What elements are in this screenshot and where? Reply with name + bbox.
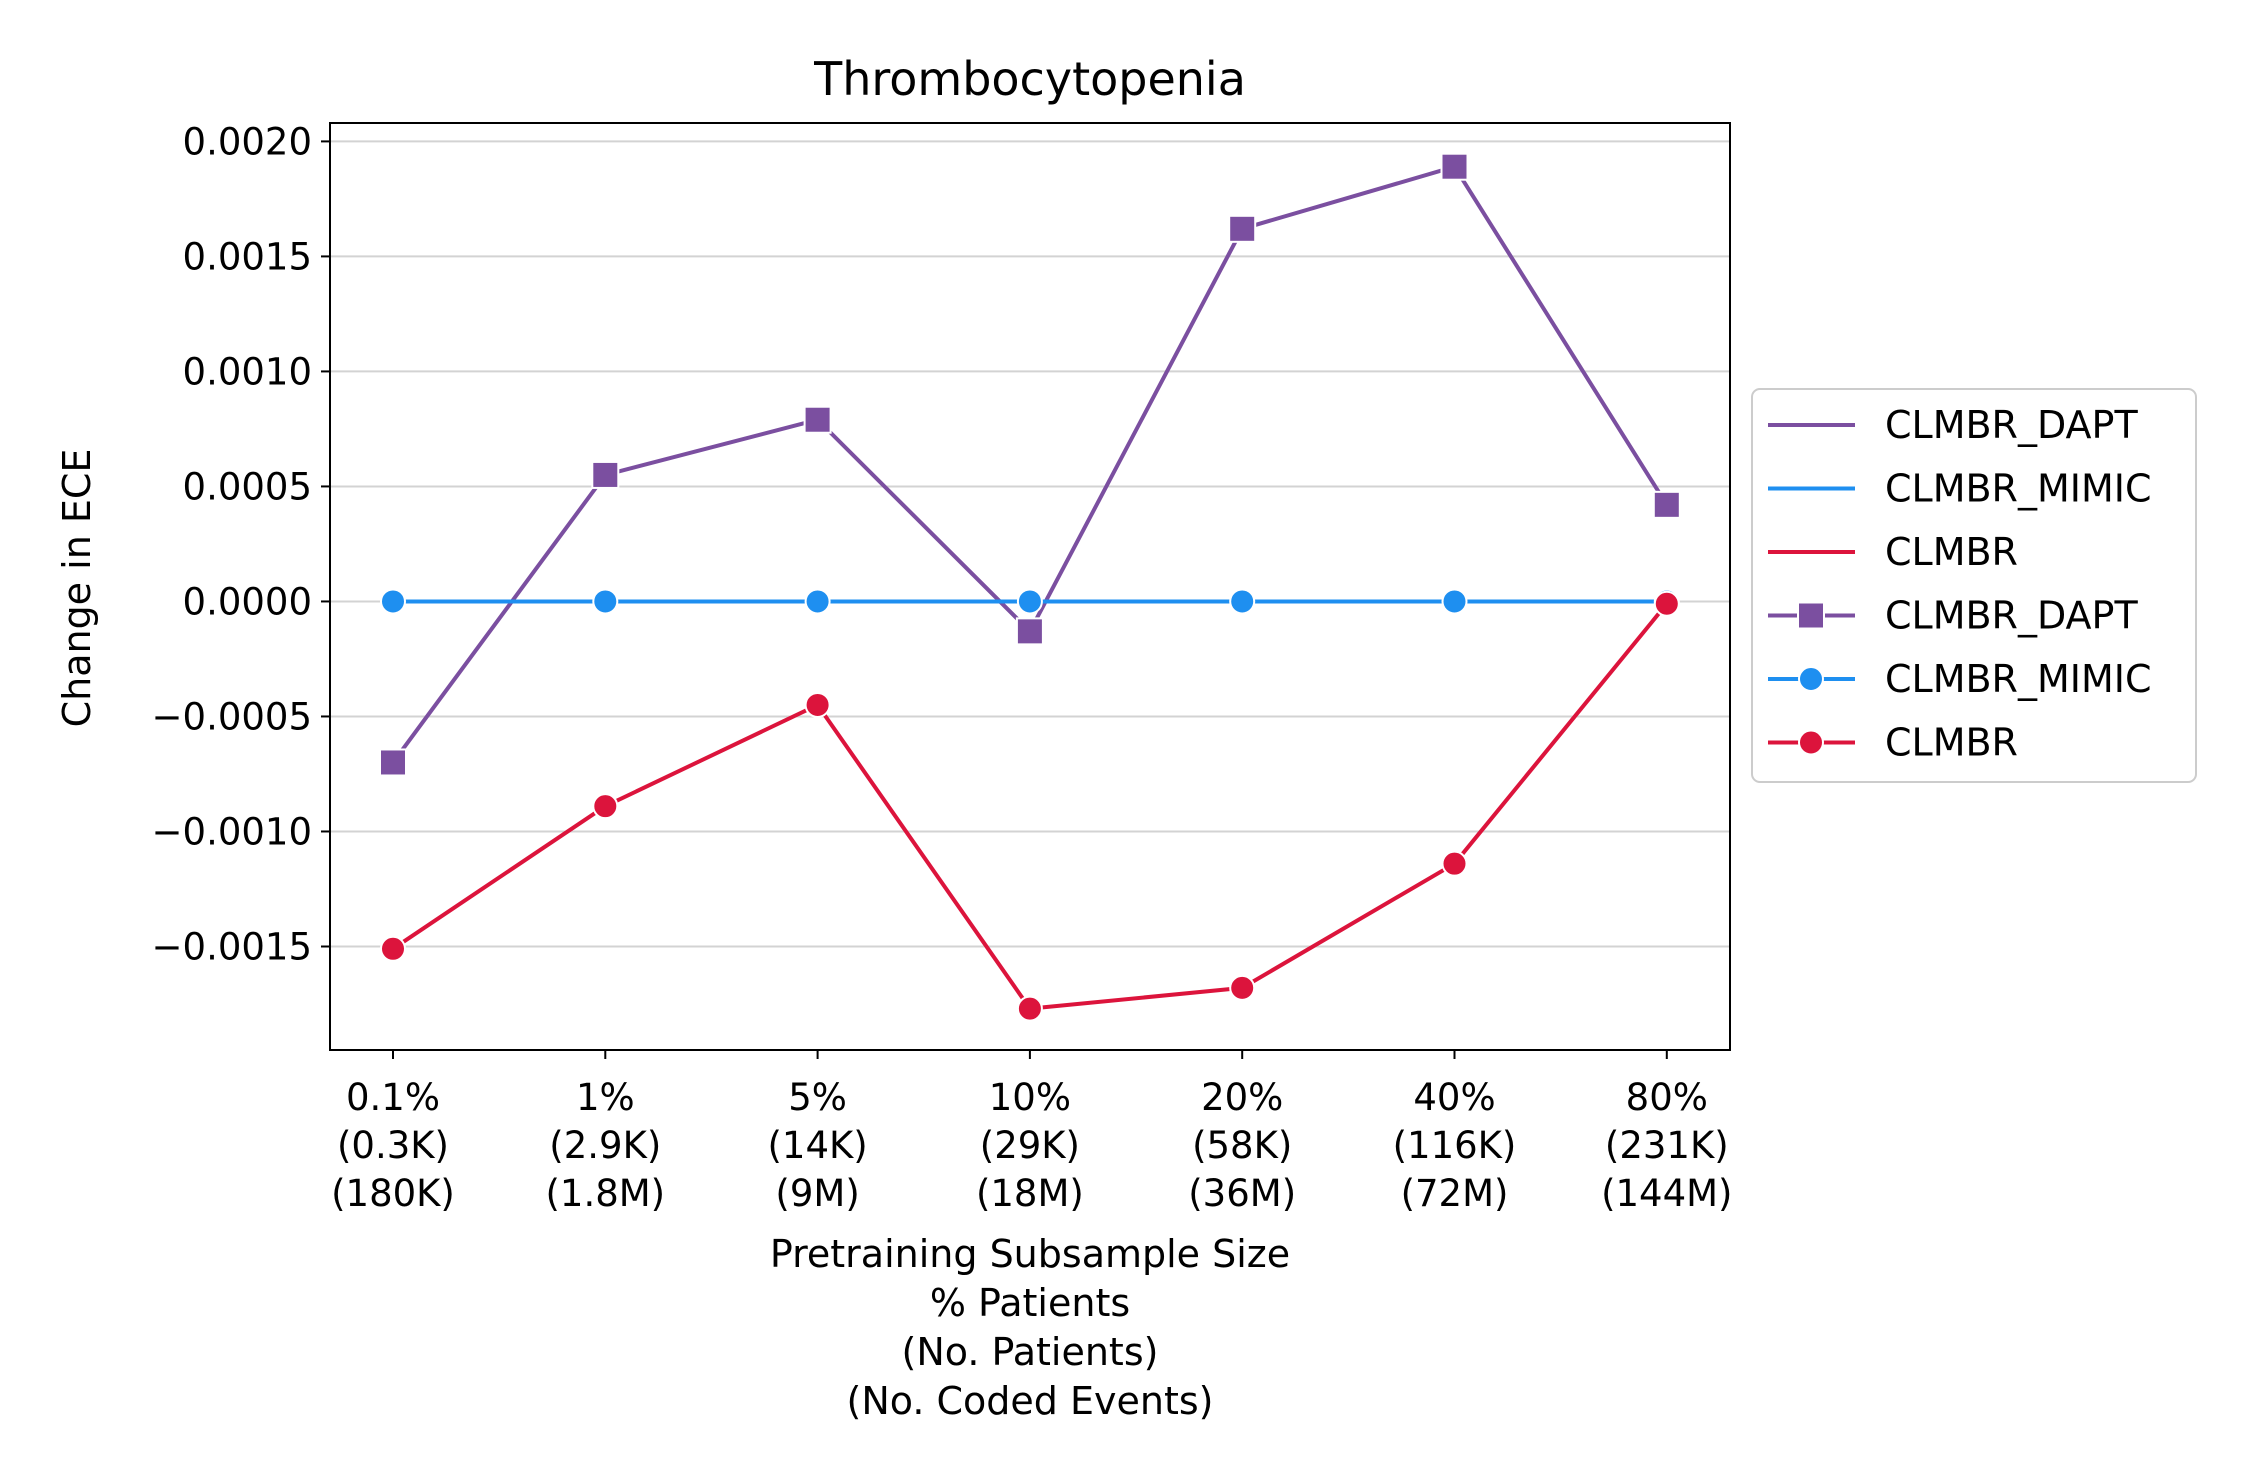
series-group xyxy=(379,152,1681,1022)
series-clmbr-mimic xyxy=(380,588,1680,615)
y-axis-label: Change in ECE xyxy=(55,449,99,728)
y-tick-label: 0.0005 xyxy=(183,465,312,508)
x-tick-label: 20% xyxy=(1201,1076,1283,1119)
x-axis-label-line: (No. Coded Events) xyxy=(847,1379,1214,1423)
y-tick-label: −0.0015 xyxy=(152,925,312,968)
x-axis-ticks: 0.1% (0.3K) (180K) 1% (2.9K) (1.8M) 5% (14K) (9M… xyxy=(331,1050,1733,1215)
x-tick-label: (1.8M) xyxy=(545,1172,665,1215)
legend-entry: CLMBR_DAPT xyxy=(1768,403,2138,447)
x-tick-label: 0.1% xyxy=(346,1076,440,1119)
x-tick-label: (2.9K) xyxy=(549,1124,661,1167)
data-point xyxy=(1016,995,1043,1022)
legend: CLMBR_DAPT CLMBR_MIMIC CLMBR CLMBR_DAPT CLMB… xyxy=(1751,388,2197,783)
y-tick-label: 0.0020 xyxy=(183,120,312,163)
data-point xyxy=(591,460,620,489)
series-line xyxy=(391,602,1669,1011)
legend-label: CLMBR_DAPT xyxy=(1885,594,2138,638)
legend-entry: CLMBR xyxy=(1768,530,2018,574)
chart-title: Thrombocytopenia xyxy=(813,52,1246,106)
data-point xyxy=(1229,974,1256,1001)
x-axis-label-line: Pretraining Subsample Size xyxy=(770,1232,1290,1276)
data-point xyxy=(1228,214,1257,243)
y-tick-label: −0.0010 xyxy=(152,810,312,853)
x-tick-label: (116K) xyxy=(1393,1124,1517,1167)
data-point xyxy=(380,935,406,962)
series-clmbr-dapt xyxy=(379,152,1681,777)
x-axis-label-line: % Patients xyxy=(930,1281,1130,1325)
x-tick-label: 80% xyxy=(1626,1076,1708,1119)
legend-entry: CLMBR_DAPT xyxy=(1768,594,2138,638)
legend-entry: CLMBR_MIMIC xyxy=(1768,467,2151,511)
x-tick-label: 5% xyxy=(788,1076,847,1119)
legend-label: CLMBR xyxy=(1885,721,2018,765)
data-point xyxy=(1229,588,1256,615)
x-tick-label: (231K) xyxy=(1605,1124,1729,1167)
legend-label: CLMBR xyxy=(1885,530,2018,574)
legend-marker xyxy=(1798,666,1824,692)
plot-frame xyxy=(329,122,1731,1051)
data-point xyxy=(1440,152,1469,181)
data-point xyxy=(1015,617,1044,646)
legend-marker xyxy=(1798,729,1824,756)
x-tick-label: (0.3K) xyxy=(337,1124,449,1167)
x-tick-label: 1% xyxy=(576,1076,635,1119)
y-tick-label: 0.0010 xyxy=(183,350,312,393)
y-tick-label: 0.0015 xyxy=(183,235,312,278)
y-tick-label: 0.0000 xyxy=(183,580,312,623)
data-point xyxy=(380,588,406,615)
data-point xyxy=(803,405,832,434)
series-clmbr xyxy=(380,590,1680,1022)
data-point xyxy=(1653,590,1680,617)
data-point xyxy=(379,748,407,777)
x-tick-label: (36M) xyxy=(1188,1172,1296,1215)
y-tick-label: −0.0005 xyxy=(152,695,312,738)
data-point xyxy=(804,691,831,718)
x-axis-label: Pretraining Subsample Size % Patients (No.… xyxy=(770,1232,1290,1423)
data-point xyxy=(1652,490,1681,519)
x-tick-label: (180K) xyxy=(331,1172,455,1215)
legend-marker xyxy=(1797,601,1825,630)
x-tick-label: (144M) xyxy=(1601,1172,1732,1215)
x-tick-label: (9M) xyxy=(775,1172,859,1215)
legend-box xyxy=(1751,388,2197,783)
x-tick-label: (29K) xyxy=(980,1124,1080,1167)
gridlines xyxy=(330,140,1730,948)
data-point xyxy=(1441,588,1468,615)
x-tick-label: 10% xyxy=(989,1076,1071,1119)
legend-entry: CLMBR xyxy=(1768,721,2018,765)
x-tick-label: 40% xyxy=(1413,1076,1495,1119)
data-point xyxy=(592,588,619,615)
x-tick-label: (58K) xyxy=(1192,1124,1292,1167)
legend-label: CLMBR_MIMIC xyxy=(1885,467,2151,511)
data-point xyxy=(592,793,619,820)
data-point xyxy=(804,588,831,615)
legend-entry: CLMBR_MIMIC xyxy=(1768,657,2151,701)
data-point xyxy=(1016,588,1043,615)
legend-label: CLMBR_MIMIC xyxy=(1885,657,2151,701)
x-tick-label: (14K) xyxy=(767,1124,867,1167)
legend-label: CLMBR_DAPT xyxy=(1885,403,2138,447)
x-axis-label-line: (No. Patients) xyxy=(902,1330,1159,1374)
y-axis-ticks: −0.0015 −0.0010 −0.0005 0.0000 0.0005 0.0010 0… xyxy=(152,120,330,968)
x-tick-label: (18M) xyxy=(976,1172,1084,1215)
data-point xyxy=(1441,850,1468,877)
x-tick-label: (72M) xyxy=(1401,1172,1509,1215)
